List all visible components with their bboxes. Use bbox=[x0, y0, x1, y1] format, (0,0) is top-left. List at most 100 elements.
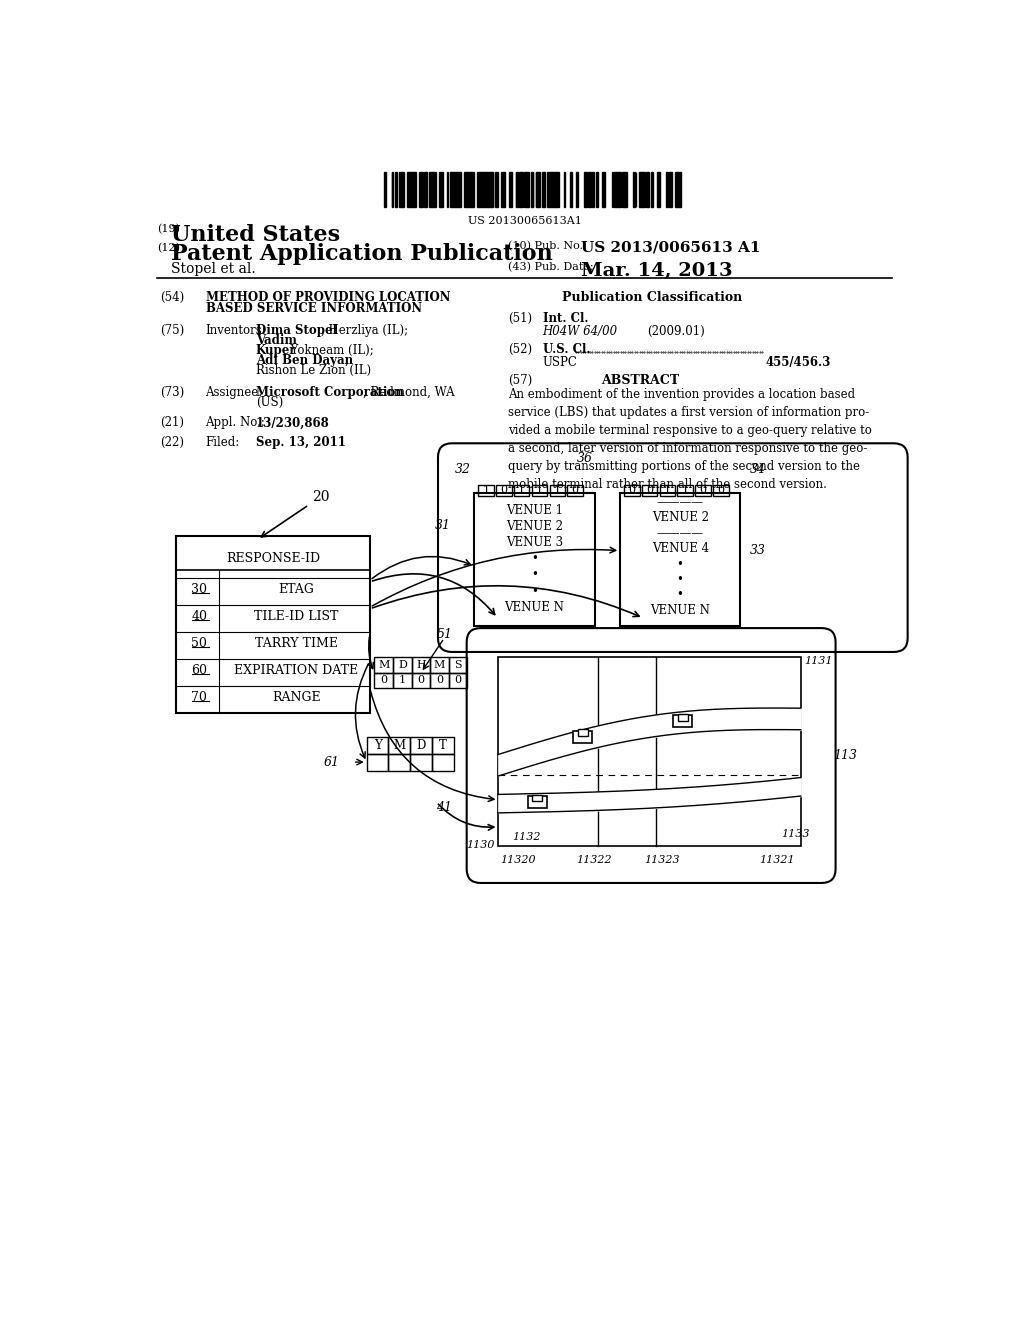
Text: RESPONSE-ID: RESPONSE-ID bbox=[226, 552, 319, 565]
Text: 455/456.3: 455/456.3 bbox=[766, 355, 831, 368]
Bar bbox=[410, 754, 432, 771]
Bar bbox=[602, 172, 604, 207]
Bar bbox=[470, 172, 471, 207]
Text: 113: 113 bbox=[834, 748, 857, 762]
Text: 1: 1 bbox=[518, 486, 525, 495]
Text: 30: 30 bbox=[191, 583, 207, 597]
Text: USPC: USPC bbox=[543, 355, 578, 368]
Bar bbox=[395, 172, 397, 207]
Text: 0: 0 bbox=[380, 676, 387, 685]
Bar bbox=[616, 172, 618, 207]
Text: (57): (57) bbox=[508, 374, 532, 387]
Bar bbox=[625, 172, 627, 207]
Bar bbox=[412, 673, 430, 688]
Text: 0: 0 bbox=[436, 676, 443, 685]
Bar bbox=[488, 172, 489, 207]
Text: (22): (22) bbox=[161, 436, 184, 449]
Text: VENUE 4: VENUE 4 bbox=[651, 543, 709, 556]
Bar bbox=[713, 484, 729, 496]
Text: 1: 1 bbox=[398, 676, 406, 685]
Bar bbox=[449, 673, 467, 688]
Text: EXPIRATION DATE: EXPIRATION DATE bbox=[234, 664, 358, 677]
Text: (21): (21) bbox=[161, 416, 184, 429]
Text: , Yokneam (IL);: , Yokneam (IL); bbox=[283, 345, 374, 356]
Text: 41: 41 bbox=[436, 801, 453, 814]
Text: TARRY TIME: TARRY TIME bbox=[255, 638, 338, 649]
Text: 1: 1 bbox=[682, 486, 689, 495]
Bar bbox=[429, 172, 432, 207]
Bar bbox=[467, 172, 469, 207]
Bar bbox=[575, 172, 579, 207]
Text: Stopel et al.: Stopel et al. bbox=[171, 263, 255, 276]
Bar bbox=[501, 172, 503, 207]
Bar bbox=[528, 796, 547, 808]
Text: US 20130065613A1: US 20130065613A1 bbox=[468, 216, 582, 226]
Text: 11321: 11321 bbox=[760, 855, 796, 865]
Text: (19): (19) bbox=[158, 224, 180, 234]
Text: S: S bbox=[455, 660, 462, 671]
Text: M: M bbox=[434, 660, 445, 671]
Bar bbox=[639, 172, 641, 207]
Bar bbox=[375, 657, 393, 673]
Bar bbox=[452, 172, 454, 207]
Text: (51): (51) bbox=[508, 313, 531, 326]
Bar bbox=[412, 657, 430, 673]
Bar bbox=[521, 172, 523, 207]
Bar bbox=[573, 730, 592, 743]
Bar bbox=[454, 172, 456, 207]
Text: 34: 34 bbox=[750, 463, 766, 477]
Bar bbox=[421, 172, 423, 207]
Bar bbox=[666, 172, 668, 207]
Bar bbox=[674, 715, 692, 727]
Bar bbox=[458, 172, 460, 207]
Text: •: • bbox=[677, 589, 684, 602]
Bar bbox=[432, 737, 454, 754]
Bar bbox=[477, 172, 479, 207]
Bar bbox=[474, 492, 595, 626]
Bar bbox=[415, 172, 417, 207]
Text: •: • bbox=[677, 557, 684, 570]
Bar bbox=[531, 484, 547, 496]
Text: •: • bbox=[531, 569, 538, 582]
Text: 1131: 1131 bbox=[805, 656, 834, 667]
Bar bbox=[514, 484, 529, 496]
Text: VENUE 1: VENUE 1 bbox=[506, 504, 563, 517]
Text: 0: 0 bbox=[455, 676, 462, 685]
Text: Adi Ben Dayan: Adi Ben Dayan bbox=[256, 354, 353, 367]
Bar bbox=[430, 657, 449, 673]
Text: BASED SERVICE INFORMATION: BASED SERVICE INFORMATION bbox=[206, 302, 422, 314]
Bar bbox=[479, 172, 481, 207]
Text: ABSTRACT: ABSTRACT bbox=[601, 374, 679, 387]
Bar bbox=[432, 754, 454, 771]
Bar bbox=[384, 172, 386, 207]
Text: 1: 1 bbox=[482, 486, 489, 495]
Text: Kuper: Kuper bbox=[256, 345, 297, 356]
Text: •: • bbox=[531, 585, 538, 598]
Bar bbox=[670, 172, 672, 207]
Text: 60: 60 bbox=[191, 664, 207, 677]
Bar bbox=[567, 484, 583, 496]
Text: H04W 64/00: H04W 64/00 bbox=[543, 325, 617, 338]
Bar bbox=[464, 172, 465, 207]
Bar bbox=[656, 172, 658, 207]
Bar bbox=[367, 737, 388, 754]
Bar bbox=[596, 172, 598, 207]
Bar bbox=[504, 172, 506, 207]
Text: VENUE N: VENUE N bbox=[505, 601, 564, 614]
Text: METHOD OF PROVIDING LOCATION: METHOD OF PROVIDING LOCATION bbox=[206, 290, 450, 304]
Text: M: M bbox=[378, 660, 389, 671]
Bar bbox=[524, 172, 525, 207]
Text: (12): (12) bbox=[158, 243, 180, 253]
Text: VENUE 2: VENUE 2 bbox=[651, 511, 709, 524]
Bar bbox=[410, 172, 411, 207]
Text: ETAG: ETAG bbox=[279, 583, 314, 597]
Bar bbox=[509, 172, 512, 207]
Bar bbox=[425, 172, 427, 207]
Text: 0: 0 bbox=[571, 486, 579, 495]
Text: D: D bbox=[398, 660, 407, 671]
Text: 11320: 11320 bbox=[500, 855, 536, 865]
Text: RANGE: RANGE bbox=[271, 690, 321, 704]
Text: Y: Y bbox=[374, 739, 382, 751]
Text: 1133: 1133 bbox=[781, 829, 810, 840]
Bar bbox=[393, 673, 412, 688]
